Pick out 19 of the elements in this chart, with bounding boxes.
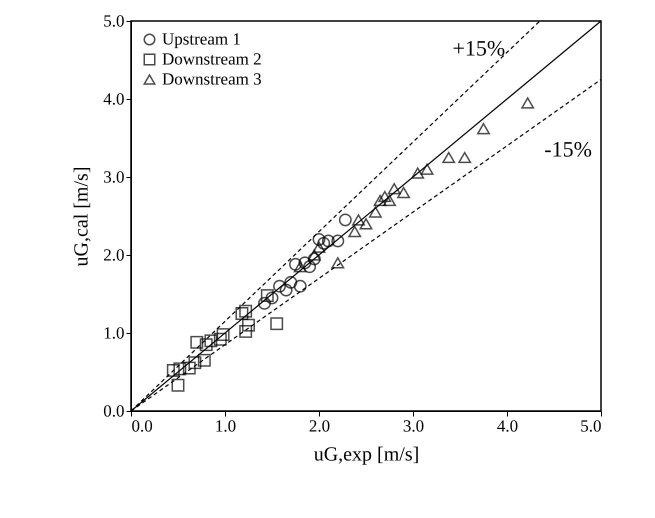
x-axis-title: uG,exp [m/s] [314, 444, 420, 466]
x-tick-label: 1.0 [214, 416, 236, 436]
y-tick-label: 0.0 [103, 402, 124, 420]
annotation: -15% [544, 136, 592, 162]
x-tick-label: 2.0 [308, 416, 330, 436]
y-tick-label: 1.0 [103, 324, 124, 342]
x-tick-label: 3.0 [402, 416, 424, 436]
legend-label: Upstream 1 [162, 30, 241, 48]
y-tick-label: 4.0 [103, 90, 124, 108]
x-tick-label: 5.0 [580, 416, 602, 436]
y-tick-label: 3.0 [103, 168, 124, 186]
y-tick-label: 5.0 [103, 12, 124, 30]
legend-label: Downstream 2 [162, 50, 262, 68]
annotation: +15% [452, 35, 506, 60]
y-axis-title: uG,cal [m/s] [70, 166, 92, 266]
x-tick-label: 4.0 [496, 416, 518, 436]
x-tick-label: 0.0 [132, 416, 153, 436]
y-tick-label: 2.0 [103, 246, 124, 264]
legend-label: Downstream 3 [162, 70, 262, 88]
